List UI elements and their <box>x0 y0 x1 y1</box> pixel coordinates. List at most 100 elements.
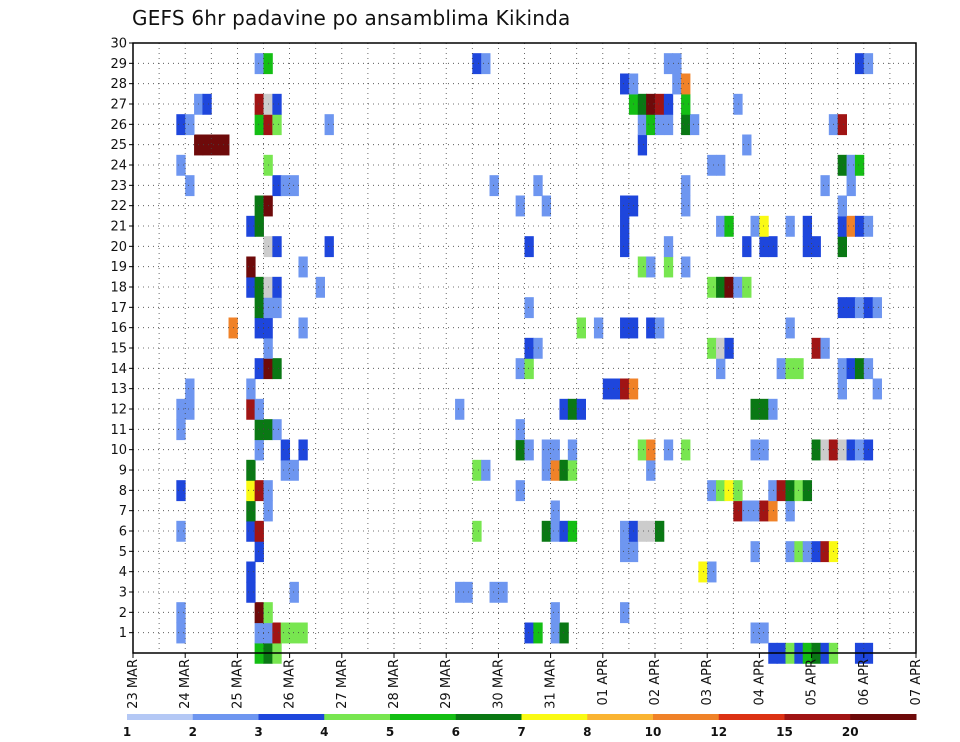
cell <box>524 337 534 359</box>
cell <box>550 520 560 542</box>
cell <box>837 378 847 400</box>
cell <box>289 459 299 481</box>
y-tick-label: 6 <box>119 525 127 540</box>
colorbar-swatch <box>258 714 325 720</box>
cell <box>272 622 282 644</box>
cell <box>254 93 264 115</box>
cell <box>254 195 264 217</box>
colorbar-label: 20 <box>842 725 859 739</box>
cell <box>637 256 648 278</box>
colorbar: 1 2 3 4 5 6 7 8 10 12 15 20 <box>123 714 917 739</box>
colorbar-swatch <box>521 714 588 720</box>
cell <box>707 276 717 298</box>
x-tick-label: 05 APR <box>805 659 820 705</box>
y-tick-label: 1 <box>119 626 127 641</box>
cell <box>785 358 795 380</box>
cell <box>681 195 691 217</box>
cell <box>602 378 613 400</box>
cell <box>559 398 569 420</box>
cell <box>733 93 743 115</box>
cell <box>254 398 264 420</box>
cell <box>324 114 334 136</box>
x-tick-label: 29 MAR <box>439 659 454 709</box>
cell <box>620 195 630 217</box>
x-tick-label: 28 MAR <box>387 659 402 709</box>
cell <box>254 114 264 136</box>
cell <box>246 480 256 502</box>
colorbar-label: 8 <box>583 725 591 739</box>
cell <box>716 337 726 359</box>
y-tick-label: 5 <box>119 545 127 560</box>
y-tick-label: 29 <box>110 57 127 72</box>
cell <box>272 175 282 197</box>
cell <box>655 520 665 542</box>
cell <box>567 459 578 481</box>
colorbar-swatch <box>653 714 720 720</box>
cell <box>272 297 282 319</box>
cell <box>246 276 256 298</box>
cell <box>846 175 856 197</box>
cell <box>246 520 256 542</box>
cell <box>750 215 760 237</box>
cell <box>567 398 578 420</box>
cell <box>481 53 491 75</box>
cell <box>785 500 795 522</box>
cell <box>802 480 813 502</box>
cell <box>246 459 256 481</box>
cell <box>220 134 230 156</box>
cell <box>646 520 656 542</box>
cell <box>272 419 282 441</box>
cell <box>541 459 552 481</box>
cell <box>254 520 264 542</box>
cell <box>846 215 856 237</box>
colorbar-swatch <box>587 714 654 720</box>
cell <box>524 297 534 319</box>
cell <box>254 53 264 75</box>
cell <box>289 175 299 197</box>
y-tick-label: 25 <box>110 138 127 153</box>
cell <box>559 622 569 644</box>
cell <box>185 114 195 136</box>
cell <box>620 317 630 339</box>
cell <box>620 215 630 237</box>
cell <box>481 459 491 481</box>
y-tick-label: 17 <box>110 301 127 316</box>
y-tick-label: 3 <box>119 586 127 601</box>
cell <box>750 541 760 563</box>
x-tick-label: 07 APR <box>909 659 924 705</box>
cell <box>246 581 256 603</box>
cell <box>472 53 482 75</box>
cell <box>785 541 795 563</box>
cell <box>768 236 778 258</box>
cell <box>524 236 534 258</box>
colorbar-label: 7 <box>517 725 525 739</box>
cell <box>637 93 648 115</box>
cell <box>254 622 264 644</box>
cell <box>289 622 299 644</box>
cell <box>724 337 734 359</box>
cell <box>794 480 804 502</box>
cell <box>837 358 847 380</box>
y-tick-label: 8 <box>119 484 127 499</box>
colorbar-label: 6 <box>452 725 460 739</box>
cell <box>176 398 186 420</box>
x-tick-label: 27 MAR <box>335 659 350 709</box>
cell <box>541 195 552 217</box>
cell <box>802 236 813 258</box>
cell <box>794 358 804 380</box>
y-tick-label: 22 <box>110 199 127 214</box>
cell <box>176 602 186 624</box>
cell <box>541 520 552 542</box>
cell <box>742 500 752 522</box>
cell <box>742 276 752 298</box>
cell <box>515 358 525 380</box>
cell <box>768 398 778 420</box>
cell <box>707 480 717 502</box>
cell <box>837 195 847 217</box>
cell <box>733 500 743 522</box>
cell <box>776 358 786 380</box>
cell <box>820 439 830 461</box>
cell <box>811 439 821 461</box>
cell <box>707 337 717 359</box>
cell <box>854 215 865 237</box>
